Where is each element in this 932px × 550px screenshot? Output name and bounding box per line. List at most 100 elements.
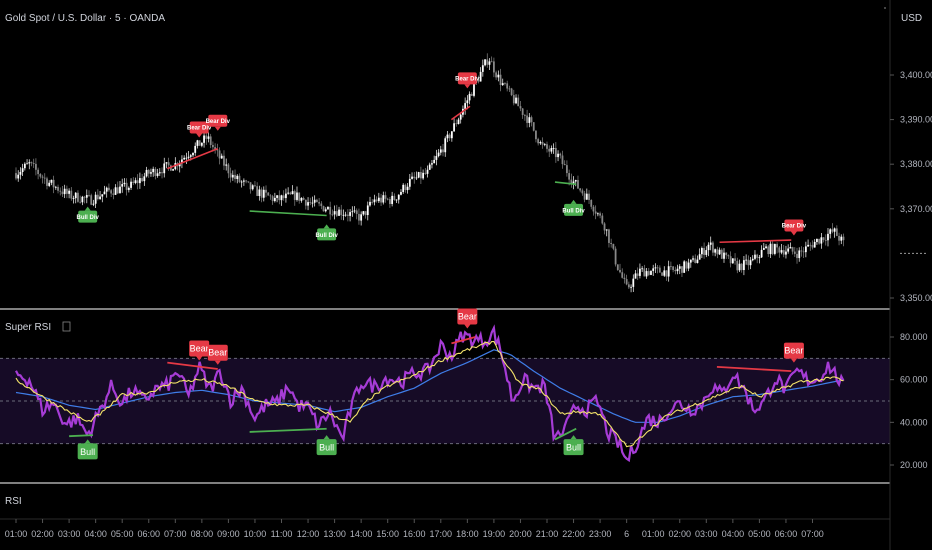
candle-body (787, 248, 790, 252)
bear-div-label[interactable]: Bear Div (187, 121, 212, 138)
time-tick-label: 07:00 (801, 529, 824, 539)
candle-body (293, 191, 296, 200)
candle-body (504, 83, 506, 84)
candle-body (835, 228, 838, 236)
currency-label[interactable]: USD (901, 13, 922, 24)
candle-body (110, 190, 113, 194)
candle-body (681, 266, 683, 273)
candle-body (156, 173, 159, 176)
time-tick-label: 14:00 (350, 529, 373, 539)
candle-body (738, 263, 741, 271)
candle-body (48, 182, 51, 186)
label-box (563, 439, 584, 456)
candle-body (415, 177, 418, 179)
candle-body (439, 149, 442, 153)
candle-body (816, 238, 818, 242)
bear-div-label[interactable]: Bear Div (455, 72, 480, 89)
bear-div-label[interactable]: Bear Div (206, 114, 231, 131)
candle-body (820, 237, 823, 244)
bull-div-label[interactable]: Bull Div (562, 199, 585, 216)
candle-body (19, 171, 22, 175)
candle-body (450, 131, 453, 139)
rsi-line (15, 324, 845, 463)
candle-body (189, 155, 192, 157)
candle-body (754, 254, 756, 259)
candle-body (256, 186, 259, 196)
bear-rsi-label[interactable]: Bear (457, 308, 478, 329)
candle-body (535, 130, 537, 140)
label-text: Bear (190, 343, 209, 353)
candle-body (52, 179, 55, 188)
candle-body (647, 271, 650, 275)
label-text: Bear Div (187, 125, 212, 131)
candle-body (495, 72, 498, 78)
candle-body (258, 189, 261, 196)
bull-rsi-label[interactable]: Bull (563, 435, 584, 456)
candle-body (802, 251, 805, 253)
candle-body (145, 169, 148, 177)
label-pointer (323, 224, 330, 229)
bull-divergence-line (554, 181, 577, 186)
bear-div-label[interactable]: Bear Div (782, 219, 807, 236)
label-pointer (570, 199, 577, 204)
candle-body (824, 239, 827, 241)
time-tick-label: 04:00 (84, 529, 107, 539)
candle-body (554, 147, 557, 158)
candle-body (203, 135, 205, 143)
candle-body (612, 244, 615, 249)
candle-body (254, 185, 256, 187)
rsi-tick-label: 40.000 (900, 417, 928, 427)
candle-body (665, 270, 668, 277)
bear-rsi-label[interactable]: Bear (783, 342, 804, 363)
bull-rsi-label[interactable]: Bull (316, 435, 337, 456)
candle-body (616, 264, 619, 270)
candle-body (287, 192, 290, 194)
rsi-axis[interactable]: 80.000 60.000 40.000 20.000 (890, 332, 928, 470)
candle-body (103, 191, 106, 195)
bull-div-label[interactable]: Bull Div (77, 206, 100, 223)
candle-body (683, 261, 686, 273)
candle-body (17, 174, 20, 179)
candle-body (577, 180, 579, 189)
indicator-info-icon[interactable] (62, 321, 71, 332)
bull-divergence-line (69, 434, 94, 438)
time-tick-label: 22:00 (562, 529, 585, 539)
candle-body (240, 181, 243, 183)
label-text: Bull Div (77, 215, 100, 221)
candle-body (603, 223, 606, 231)
candle-body (316, 199, 318, 203)
candle-body (289, 192, 292, 195)
candle-body (402, 184, 405, 192)
candle-body (791, 247, 794, 252)
candle-body (154, 168, 157, 176)
candle-body (324, 209, 327, 212)
candle-body (220, 155, 223, 159)
candle-body (619, 269, 621, 273)
candle-body (499, 74, 502, 85)
time-tick-label: 02:00 (31, 529, 54, 539)
candle-body (349, 212, 351, 216)
candle-body (627, 284, 630, 288)
candle-body (105, 187, 108, 192)
label-box (208, 114, 228, 127)
label-box (316, 439, 337, 456)
time-axis[interactable]: 01:00 02:00 03:00 04:00 05:00 06:00 07:00 08:00… (5, 519, 824, 539)
price-axis[interactable]: 3,400.000 3,390.000 3,380.000 3,370.000 3,35… (890, 70, 932, 303)
bull-rsi-label[interactable]: Bull (77, 439, 98, 460)
candle-body (568, 173, 571, 180)
candle-body (585, 193, 588, 200)
bear-rsi-label[interactable]: Bear (207, 344, 228, 365)
candle-body (229, 173, 232, 178)
candle-body (776, 244, 778, 248)
bull-div-label[interactable]: Bull Div (315, 224, 338, 241)
bull-divergence-line (249, 427, 327, 433)
candle-body (645, 271, 648, 277)
candle-body (464, 103, 467, 109)
candle-body (424, 172, 427, 174)
candle-body (528, 117, 531, 123)
bear-rsi-label[interactable]: Bear (189, 340, 210, 361)
candle-body (459, 114, 462, 120)
